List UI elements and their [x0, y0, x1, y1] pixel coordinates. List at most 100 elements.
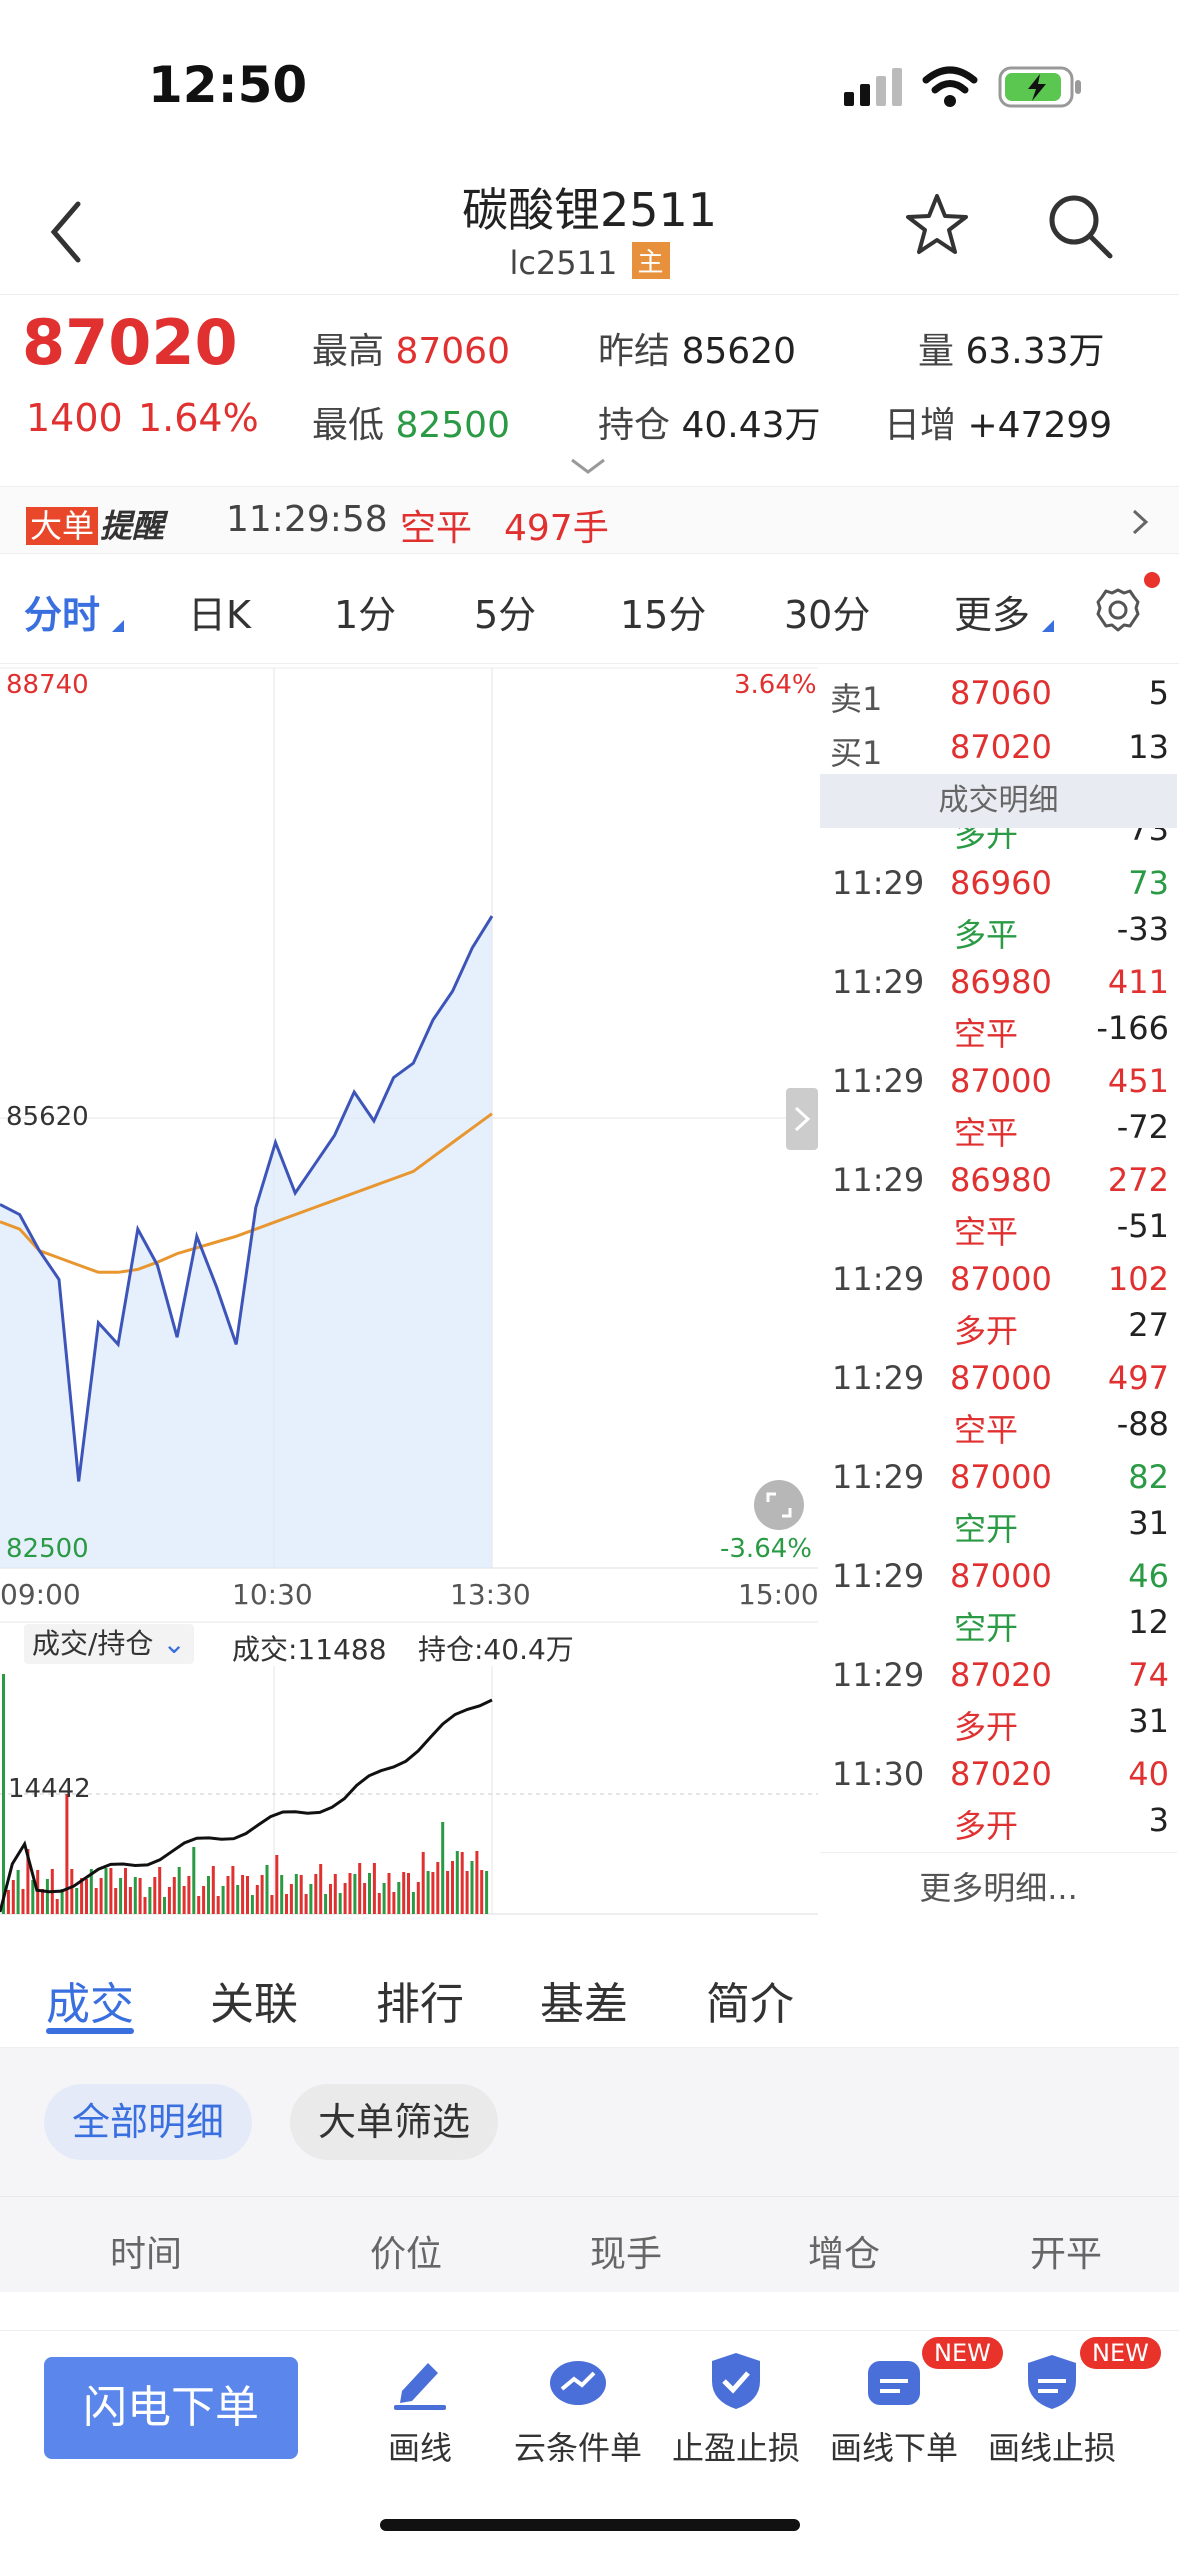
tab-profile[interactable]: 简介	[706, 1979, 794, 2030]
axis-pct-max: 3.64%	[734, 670, 817, 700]
volume-label: 量	[918, 331, 955, 372]
filter-all-details[interactable]: 全部明细	[44, 2084, 253, 2160]
back-icon[interactable]	[46, 200, 86, 264]
trade-oi: -72	[1116, 1108, 1169, 1146]
tab-5min[interactable]: 5分	[474, 593, 537, 637]
trade-type: 多平	[954, 916, 1019, 954]
tab-ranking[interactable]: 排行	[376, 1979, 464, 2030]
trade-oi: 73	[1128, 828, 1169, 848]
tp-sl-button[interactable]: 止盈止损	[666, 2351, 806, 2469]
tab-basis[interactable]: 基差	[540, 1979, 628, 2030]
tab-related[interactable]: 关联	[210, 1979, 298, 2030]
tp-sl-label: 止盈止损	[671, 2429, 800, 2467]
volume-bar	[470, 1861, 474, 1914]
more-details-link[interactable]: 更多明细...	[820, 1852, 1177, 1922]
volume-bar	[407, 1873, 410, 1914]
expand-book-handle[interactable]	[786, 1088, 818, 1150]
volume-bar	[36, 1870, 40, 1914]
volume-bar	[128, 1887, 132, 1914]
home-indicator	[380, 2519, 800, 2531]
volume-bar	[255, 1885, 259, 1914]
volume-bar	[387, 1873, 391, 1914]
volume-bar	[319, 1864, 323, 1914]
sub-chart-selector[interactable]: 成交/持仓 ⌄	[24, 1624, 194, 1664]
volume-bar	[299, 1875, 303, 1914]
volume-bar	[246, 1876, 249, 1914]
star-icon[interactable]	[904, 192, 970, 258]
trade-time: 11:29	[832, 963, 925, 1001]
volume-bar	[280, 1875, 284, 1914]
draw-order-button[interactable]: NEW 画线下单	[824, 2337, 1003, 2469]
high-stat: 最高 87060	[312, 322, 510, 374]
tab-30min[interactable]: 30分	[784, 593, 871, 637]
volume-bar	[343, 1883, 347, 1914]
bid-qty: 13	[1128, 728, 1169, 766]
volume-bar	[304, 1894, 308, 1914]
volume-bar	[89, 1869, 93, 1914]
trade-price: 87020	[950, 1755, 1052, 1793]
flash-order-button[interactable]: 闪电下单	[44, 2357, 298, 2459]
high-label: 最高	[312, 331, 385, 372]
main-contract-badge: 主	[631, 242, 670, 279]
filter-bar: 全部明细 大单筛选	[0, 2048, 1179, 2196]
volume-bar	[148, 1887, 152, 1914]
trade-qty: 82	[1128, 1458, 1169, 1496]
trade-type: 空平	[954, 1213, 1019, 1251]
axis-price-min: 82500	[6, 1534, 89, 1564]
volume-bar	[260, 1875, 264, 1914]
draw-stop-label: 画线止损	[987, 2429, 1116, 2467]
sub-oi-label: 持仓:40.4万	[418, 1633, 574, 1666]
volume-bar	[402, 1872, 406, 1914]
tab-daily-k[interactable]: 日K	[188, 593, 251, 637]
search-icon[interactable]	[1046, 192, 1116, 262]
volume-bar	[333, 1874, 337, 1914]
volume-bar	[221, 1886, 225, 1914]
expand-chevron-icon[interactable]	[568, 456, 608, 476]
ask-label: 卖1	[830, 680, 883, 718]
chevron-right-icon	[794, 1106, 811, 1132]
big-order-alert[interactable]: 大单 提醒 11:29:58 空平 497手	[0, 486, 1179, 554]
volume-bar	[158, 1867, 162, 1914]
trade-price: 87020	[950, 1656, 1052, 1694]
trade-qty: 451	[1107, 1062, 1169, 1100]
settings-gear-icon[interactable]	[1094, 584, 1144, 634]
trade-row: 11:29 87000 102 多开 27	[818, 1254, 1179, 1352]
col-time: 时间	[110, 2234, 183, 2275]
tab-1min[interactable]: 1分	[334, 593, 397, 637]
time-label: 09:00	[0, 1578, 81, 1611]
trade-qty: 497	[1107, 1359, 1169, 1397]
tab-15min[interactable]: 15分	[620, 593, 707, 637]
volume-bar	[187, 1876, 191, 1914]
volume-bar	[358, 1863, 362, 1914]
cloud-condition-button[interactable]: 云条件单	[508, 2351, 648, 2469]
chart-canvas	[0, 664, 818, 1915]
trade-price: 87000	[950, 1359, 1052, 1397]
trade-price: 87000	[950, 1260, 1052, 1298]
tab-more[interactable]: 更多	[954, 593, 1031, 637]
draw-stop-icon: NEW	[1020, 2337, 1161, 2411]
period-tabs: 分时 日K 1分 5分 15分 30分 更多	[0, 554, 1179, 664]
fullscreen-icon[interactable]	[754, 1480, 804, 1530]
draw-stop-button[interactable]: NEW 画线止损	[982, 2337, 1161, 2469]
volume-bar	[70, 1869, 74, 1914]
volume-bar	[265, 1865, 269, 1914]
price-area	[0, 916, 492, 1568]
tab-intraday[interactable]: 分时	[24, 593, 101, 637]
volume-bar	[465, 1871, 469, 1914]
volume-bar	[143, 1897, 147, 1914]
trade-time: 11:30	[832, 1755, 925, 1793]
intraday-chart[interactable]: 88740 85620 82500 3.64% -3.64% 09:00 10:…	[0, 664, 819, 1924]
volume-bar	[6, 1890, 10, 1914]
volume-bar	[372, 1863, 376, 1914]
volume-bar	[421, 1852, 425, 1914]
trade-row: 11:29 87000 82 空开 31	[818, 1452, 1179, 1550]
draw-line-button[interactable]: 画线	[350, 2351, 490, 2469]
volume-bar	[45, 1879, 49, 1914]
tab-trades[interactable]: 成交	[46, 1979, 134, 2030]
filter-big-orders[interactable]: 大单筛选	[290, 2084, 499, 2160]
volume-bar	[182, 1886, 186, 1914]
volume-bar	[363, 1883, 367, 1914]
alert-lots: 497手	[504, 508, 609, 549]
volume-bar	[94, 1888, 98, 1914]
trade-row: 11:30 87020 40 多开 3	[818, 1749, 1179, 1847]
